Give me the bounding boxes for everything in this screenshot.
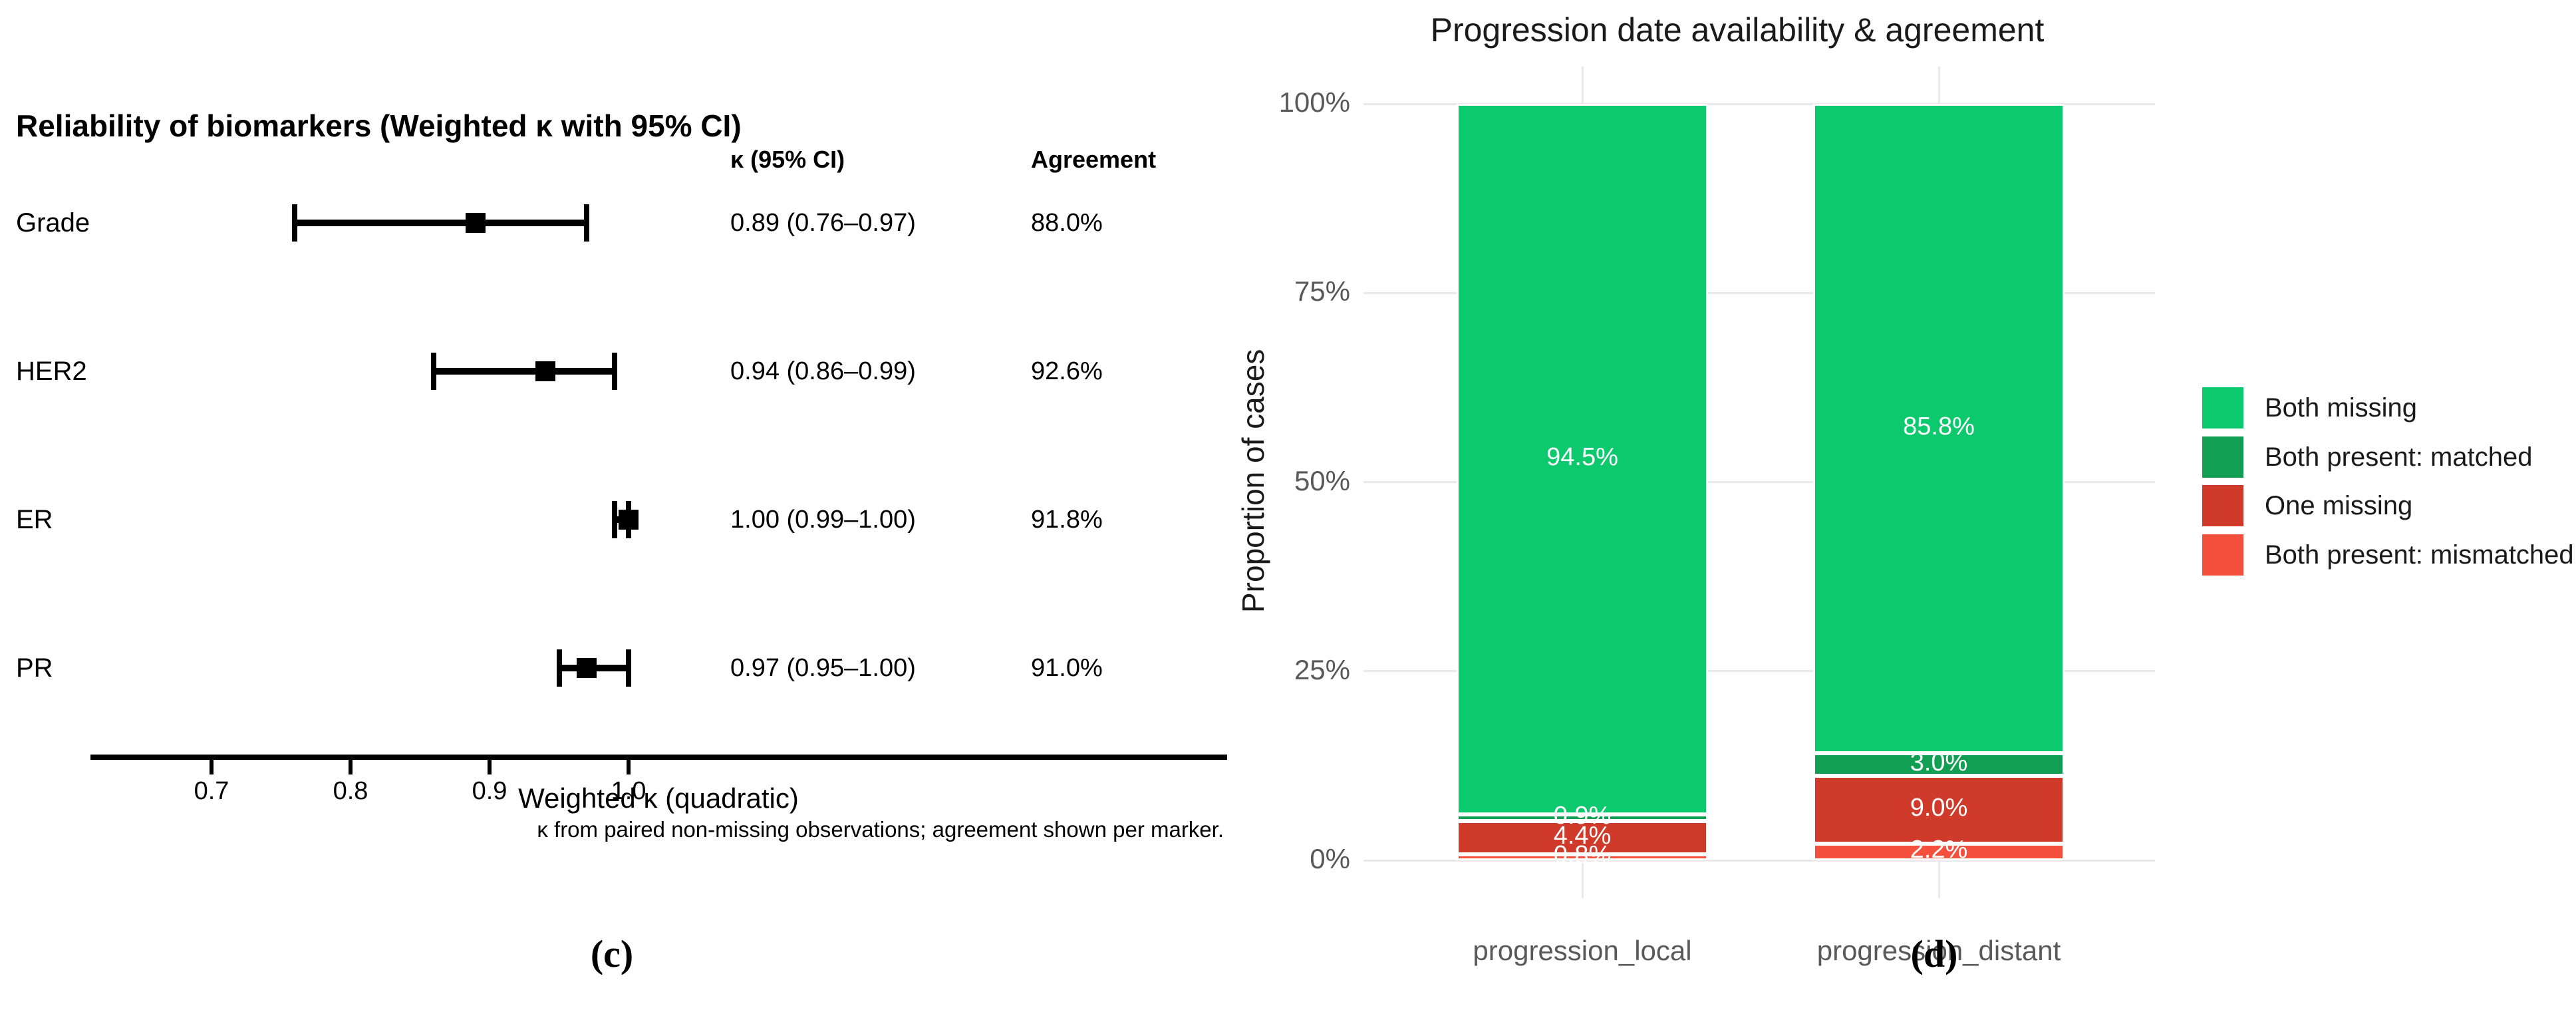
bar-segment-both-missing [1813, 104, 2065, 753]
agreement-value: 91.8% [1031, 506, 1103, 534]
column-header-agreement: Agreement [1031, 146, 1157, 173]
agreement-value: 88.0% [1031, 209, 1103, 237]
legend-swatch-1 [2202, 387, 2243, 428]
forest-footnote: κ from paired non-missing observations; … [537, 817, 1224, 842]
ci-cap-right [584, 204, 590, 242]
bar-segment-one-missing [1813, 775, 2065, 844]
column-header-kappa-ci: κ (95% CI) [730, 146, 845, 173]
kappa-ci-value: 0.97 (0.95–1.00) [730, 654, 916, 682]
kappa-square-marker [466, 213, 486, 233]
x-axis-category-label: progression_local [1473, 935, 1692, 966]
x-axis-tick-label: 0.9 [472, 777, 507, 805]
forest-x-axis-label: Weighted κ (quadratic) [518, 782, 799, 814]
agreement-value: 91.0% [1031, 654, 1103, 682]
x-axis-tick-label: 0.8 [333, 777, 368, 805]
y-axis-tick-label: 50% [1294, 464, 1350, 496]
x-axis-tick [488, 760, 492, 774]
y-gridline [1363, 102, 2155, 105]
ci-cap-right [626, 649, 631, 687]
stacked-chart-title: Progression date availability & agreemen… [1430, 11, 2045, 49]
x-axis-tick-label: 0.7 [194, 777, 229, 805]
y-axis-tick-label: 0% [1310, 843, 1350, 874]
x-axis-tick [349, 760, 353, 774]
y-gridline [1363, 291, 2155, 294]
forest-plot-area: Grade 0.89 (0.76–0.97) 88.0% HER2 0.94 (0.86… [0, 0, 1230, 1028]
x-axis-tick [627, 760, 631, 774]
y-axis-tick-label: 25% [1294, 653, 1350, 685]
y-gridline [1363, 670, 2155, 673]
bar-segment-value-label: 85.8% [1903, 412, 1975, 440]
bar-segment-one-missing [1457, 821, 1708, 854]
forest-row-label: Grade [16, 208, 90, 238]
x-axis-tick-label: 1.0 [611, 777, 646, 805]
kappa-square-marker [535, 361, 555, 381]
forest-row-label: HER2 [16, 357, 87, 386]
bar-segment-both-present-mismatched [1813, 843, 2065, 860]
ci-cap-left [431, 353, 437, 390]
legend-swatch-4 [2202, 534, 2243, 576]
forest-title: Reliability of biomarkers (Weighted κ wi… [16, 108, 742, 143]
x-axis-tick [210, 760, 214, 774]
bar-segment-value-label: 3.0% [1910, 748, 1968, 776]
kappa-square-marker [619, 510, 639, 530]
agreement-value: 92.6% [1031, 357, 1103, 385]
kappa-ci-value: 0.94 (0.86–0.99) [730, 357, 916, 385]
bar-segment-value-label: 0.9% [1553, 802, 1612, 830]
legend-swatch-2 [2202, 436, 2243, 478]
kappa-ci-value: 1.00 (0.99–1.00) [730, 506, 916, 534]
ci-line [434, 368, 615, 375]
kappa-square-marker [577, 658, 597, 678]
forest-plot-figure: Reliability of biomarkers (Weighted κ wi… [0, 0, 1230, 1028]
ci-cap-left [612, 501, 618, 538]
ci-cap-right [612, 353, 618, 390]
y-gridline [1363, 481, 2155, 483]
bar-segment-both-present-matched [1457, 814, 1708, 822]
bar-segment-both-present-mismatched [1457, 854, 1708, 860]
bar-segment-both-present-matched [1813, 753, 2065, 776]
ci-cap-left [292, 204, 298, 242]
bar-segment-both-missing [1457, 104, 1708, 815]
forest-row-label: ER [16, 505, 53, 534]
kappa-ci-value: 0.89 (0.76–0.97) [730, 209, 916, 237]
stacked-bar-figure: Progression date availability & agreemen… [1230, 0, 2576, 1028]
x-axis-line [90, 755, 1227, 760]
y-axis-tick-label: 75% [1294, 275, 1350, 307]
legend-swatch-3 [2202, 485, 2243, 526]
forest-row-label: PR [16, 653, 53, 683]
stacked-bar-plot-area: 0% 25% 50% 75% 100% 94.5% 0.9% 4.4% 0.8% progress… [1230, 0, 2576, 1028]
bar-segment-value-label: 0.8% [1553, 841, 1612, 870]
legend-label: Both missing [2265, 393, 2417, 423]
bar-segment-value-label: 4.4% [1553, 822, 1612, 850]
panel-label-d: (d) [1910, 932, 1958, 975]
panel-label-c: (c) [590, 932, 634, 975]
legend-label: One missing [2265, 491, 2413, 520]
ci-line [295, 220, 587, 226]
y-gridline [1363, 859, 2155, 862]
bar-segment-value-label: 94.5% [1546, 443, 1618, 472]
x-axis-category-label: progression_distant [1816, 935, 2061, 966]
legend-label: Both present: matched [2265, 442, 2533, 472]
legend-label: Both present: mismatched [2265, 540, 2574, 570]
ci-cap-left [556, 649, 562, 687]
y-axis-tick-label: 100% [1278, 86, 1350, 118]
bar-segment-value-label: 9.0% [1910, 793, 1968, 822]
bar-segment-value-label: 2.2% [1910, 836, 1968, 864]
